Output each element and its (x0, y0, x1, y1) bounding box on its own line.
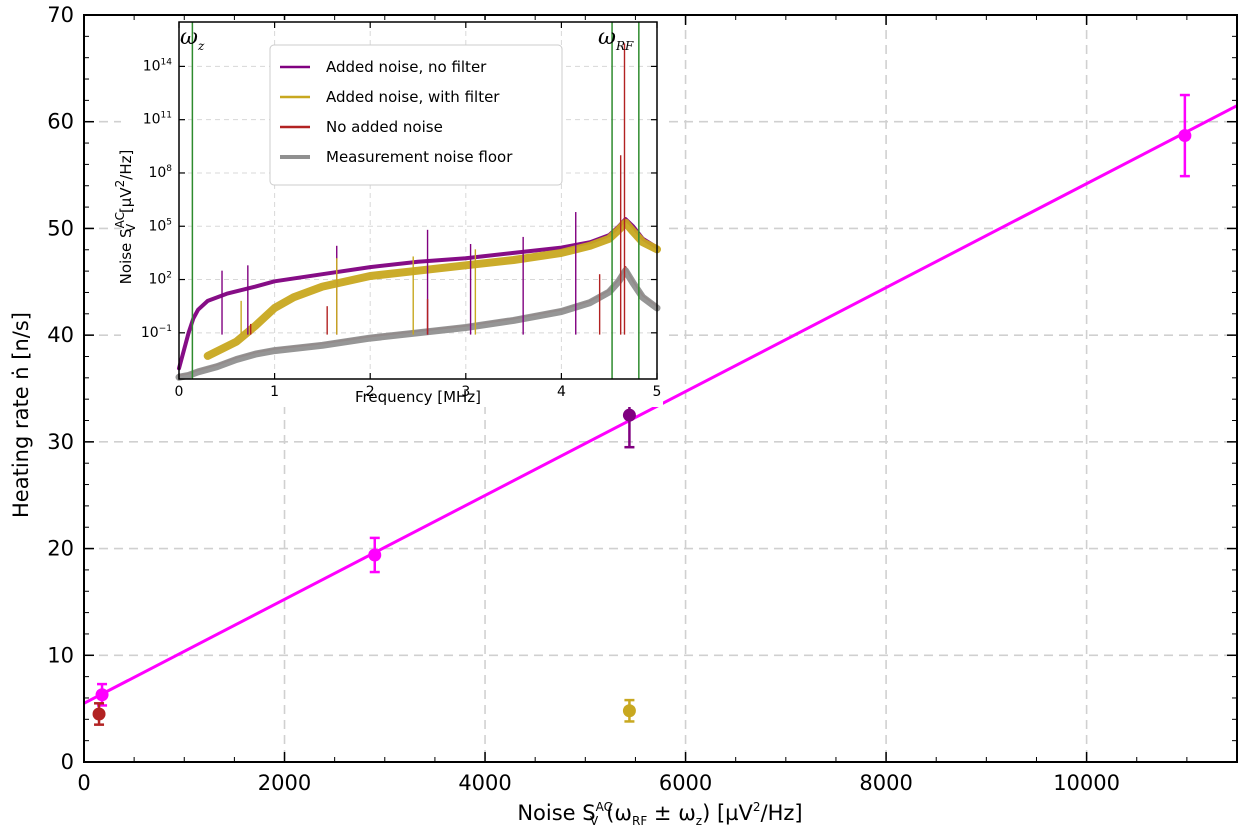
inset-frequency-markers (191, 22, 640, 379)
inset-x-tick-label: 4 (557, 384, 566, 400)
inset-x-axis-label: Frequency [MHz] (355, 388, 481, 406)
y-tick-label: 40 (47, 323, 74, 347)
inset-x-tick-label: 3 (461, 384, 470, 400)
inset-y-tick-label: 102 (148, 271, 172, 288)
inset-x-tick-label: 5 (653, 384, 662, 400)
data-point (368, 548, 382, 562)
legend-label: Added noise, with filter (326, 88, 500, 106)
legend-label: Measurement noise floor (326, 148, 513, 166)
x-tick-label: 4000 (458, 771, 511, 795)
inset-x-tick-label: 2 (366, 384, 375, 400)
x-tick-label: 8000 (859, 771, 912, 795)
inset-spectra (175, 43, 661, 381)
inset-y-tick-label: 105 (148, 217, 172, 234)
main-data-points (92, 93, 1192, 726)
legend-label: Added noise, no filter (326, 58, 487, 76)
data-point (622, 408, 636, 422)
main-plot-frame (83, 14, 1238, 763)
inset-plot-frame (178, 21, 658, 380)
y-tick-label: 10 (47, 643, 74, 667)
y-tick-label: 60 (47, 110, 74, 134)
data-point (92, 707, 106, 721)
x-axis-label: Noise SAC V (ωRF ± ωz) [µV2/Hz] (517, 800, 802, 828)
data-point (622, 704, 636, 718)
x-tick-label: 2000 (258, 771, 311, 795)
y-tick-label: 20 (47, 537, 74, 561)
inset-legend: Added noise, no filter Added noise, with … (269, 44, 563, 186)
inset-series-line (203, 218, 661, 360)
x-tick-label: 6000 (659, 771, 712, 795)
y-tick-label: 70 (47, 3, 74, 27)
y-tick-label: 0 (61, 750, 74, 774)
x-tick-label: 10000 (1053, 771, 1120, 795)
x-tick-label: 0 (77, 771, 90, 795)
inset-y-axis-label: Noise SACV [µV2/Hz] (113, 150, 138, 285)
legend-label: No added noise (326, 118, 443, 136)
legend-box (269, 44, 563, 186)
y-tick-label: 50 (47, 216, 74, 240)
omega-rf-label: ωRF (598, 25, 634, 53)
data-point (1178, 129, 1192, 143)
inset-x-tick-label: 1 (270, 384, 279, 400)
data-point (95, 688, 109, 702)
inset-x-tick-label: 0 (175, 384, 184, 400)
y-tick-label: 30 (47, 430, 74, 454)
omega-z-label: ωz (180, 25, 205, 53)
y-axis-label: Heating rate ṅ [n/s] (9, 312, 33, 518)
